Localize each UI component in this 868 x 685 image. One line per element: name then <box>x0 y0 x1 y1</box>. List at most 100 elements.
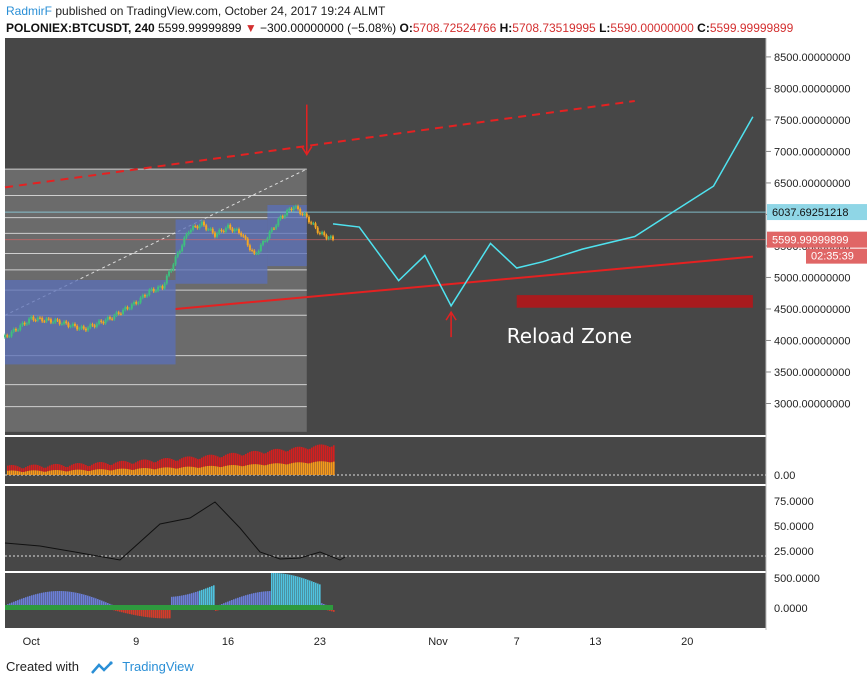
histogram-bar <box>161 610 163 619</box>
volume-bar-inner <box>291 463 293 475</box>
candle-body <box>227 224 230 229</box>
volume-bar <box>165 458 167 475</box>
histogram-bar <box>329 610 331 611</box>
volume-bar-inner <box>73 469 75 475</box>
volume-bar-inner <box>241 466 243 475</box>
volume-bar <box>59 464 61 475</box>
volume-bar-inner <box>95 469 97 475</box>
histogram-bar <box>151 610 153 618</box>
candle-body <box>283 215 286 218</box>
y-tick-label: 8000.00000000 <box>774 83 850 95</box>
volume-bar <box>101 462 103 475</box>
histogram-bar <box>179 595 181 605</box>
volume-bar-inner <box>15 470 17 475</box>
candle-body <box>47 318 50 320</box>
current-price-tag <box>767 231 867 248</box>
histogram-bar <box>139 610 141 617</box>
volume-bar <box>329 446 331 475</box>
histogram-bar <box>59 591 61 605</box>
volume-bar <box>305 448 307 475</box>
candle-body <box>63 321 66 324</box>
histogram-bar <box>195 591 197 605</box>
histogram-bar <box>105 602 107 605</box>
volume-bar <box>321 444 323 475</box>
histogram-bar <box>199 590 201 605</box>
histogram-bar <box>131 610 133 615</box>
volume-bar <box>267 451 269 475</box>
volume-bar-inner <box>99 469 101 475</box>
volume-bar-inner <box>91 470 93 475</box>
volume-bar <box>31 464 33 475</box>
volume-bar <box>199 458 201 475</box>
histogram-bar <box>9 603 11 605</box>
symbol-legend: POLONIEX:BTCUSDT, 240 5599.99999899 ▼ −3… <box>6 21 793 35</box>
symbol-name[interactable]: POLONIEX:BTCUSDT, 240 <box>6 21 155 35</box>
volume-bar-inner <box>285 464 287 475</box>
histogram-bar <box>19 599 21 605</box>
author-link[interactable]: RadmirF <box>6 4 53 18</box>
low-value: 5590.00000000 <box>610 21 694 35</box>
candle-body <box>69 326 72 328</box>
volume-bar-inner <box>269 464 271 475</box>
candle-body <box>181 245 184 252</box>
candle-body <box>91 324 94 326</box>
histogram-bar <box>223 603 225 605</box>
volume-bar <box>137 461 139 475</box>
histogram-bar <box>275 573 277 605</box>
histogram-bar <box>147 610 149 618</box>
histogram-bar <box>301 577 303 605</box>
volume-bar-inner <box>105 469 107 475</box>
candle-body <box>192 225 195 230</box>
volume-bar-inner <box>191 466 193 475</box>
histogram-bar <box>265 591 267 605</box>
volume-bar <box>161 458 163 475</box>
volume-bar <box>317 444 319 475</box>
histogram-bar <box>231 600 233 605</box>
candle-body <box>165 275 168 284</box>
volume-bar <box>109 464 111 475</box>
volume-bar <box>85 465 87 475</box>
volume-bar-inner <box>41 471 43 475</box>
volume-bar-inner <box>189 466 191 475</box>
volume-bar <box>173 459 175 475</box>
volume-bar <box>259 451 261 475</box>
candle-body <box>108 317 111 319</box>
histogram-bar <box>25 597 27 605</box>
high-label: H: <box>499 21 513 35</box>
histogram-bar <box>269 591 271 605</box>
volume-bar <box>327 446 329 475</box>
candle-body <box>266 238 269 241</box>
volume-bar <box>319 444 321 475</box>
volume-bar <box>287 451 289 475</box>
volume-bar <box>275 448 277 475</box>
volume-bar-inner <box>315 461 317 475</box>
candle-body <box>224 228 227 232</box>
volume-bar-inner <box>279 463 281 475</box>
histogram-bar <box>15 600 17 605</box>
volume-bar-inner <box>129 469 131 475</box>
candle-body <box>259 244 262 251</box>
volume-bar-inner <box>305 462 307 475</box>
tradingview-link[interactable]: TradingView <box>122 659 194 674</box>
volume-bar-inner <box>45 471 47 475</box>
candle-body <box>146 294 149 297</box>
volume-bar-inner <box>153 469 155 475</box>
candle-body <box>82 326 85 329</box>
histogram-bar <box>135 610 137 616</box>
volume-bar-inner <box>17 471 19 475</box>
histogram-bar <box>165 610 167 619</box>
histogram-bar <box>259 592 261 605</box>
histogram-tick-label: 500.0000 <box>774 573 820 585</box>
oscillator-tick-label: 75.0000 <box>774 496 814 508</box>
chart-canvas[interactable]: 3000.00000000 3500.00000000 4000.00000000 4… <box>0 38 868 653</box>
candle-body <box>310 222 313 224</box>
volume-bar-inner <box>123 468 125 475</box>
volume-bar-inner <box>205 466 207 475</box>
volume-bar-inner <box>283 463 285 475</box>
volume-bar-inner <box>281 463 283 475</box>
histogram-bar <box>281 573 283 605</box>
volume-bar <box>65 466 67 475</box>
histogram-bar <box>119 610 121 612</box>
volume-bar <box>331 446 333 475</box>
volume-bar <box>25 467 27 475</box>
